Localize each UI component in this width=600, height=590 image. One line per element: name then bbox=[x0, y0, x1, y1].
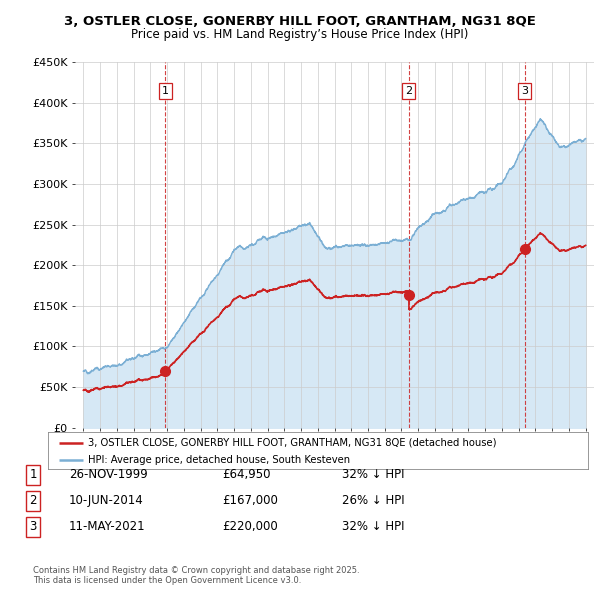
Text: 26% ↓ HPI: 26% ↓ HPI bbox=[342, 494, 404, 507]
Text: 1: 1 bbox=[29, 468, 37, 481]
Text: 32% ↓ HPI: 32% ↓ HPI bbox=[342, 468, 404, 481]
Text: 32% ↓ HPI: 32% ↓ HPI bbox=[342, 520, 404, 533]
Text: 3, OSTLER CLOSE, GONERBY HILL FOOT, GRANTHAM, NG31 8QE: 3, OSTLER CLOSE, GONERBY HILL FOOT, GRAN… bbox=[64, 15, 536, 28]
Text: 2: 2 bbox=[405, 86, 412, 96]
Text: HPI: Average price, detached house, South Kesteven: HPI: Average price, detached house, Sout… bbox=[89, 455, 350, 465]
Text: 3: 3 bbox=[29, 520, 37, 533]
Text: Price paid vs. HM Land Registry’s House Price Index (HPI): Price paid vs. HM Land Registry’s House … bbox=[131, 28, 469, 41]
Text: 11-MAY-2021: 11-MAY-2021 bbox=[69, 520, 146, 533]
Text: 26-NOV-1999: 26-NOV-1999 bbox=[69, 468, 148, 481]
Text: Contains HM Land Registry data © Crown copyright and database right 2025.
This d: Contains HM Land Registry data © Crown c… bbox=[33, 566, 359, 585]
Text: 1: 1 bbox=[162, 86, 169, 96]
Text: 10-JUN-2014: 10-JUN-2014 bbox=[69, 494, 144, 507]
Text: 3: 3 bbox=[521, 86, 528, 96]
Text: 2: 2 bbox=[29, 494, 37, 507]
Text: £220,000: £220,000 bbox=[222, 520, 278, 533]
Text: £64,950: £64,950 bbox=[222, 468, 271, 481]
Text: £167,000: £167,000 bbox=[222, 494, 278, 507]
Text: 3, OSTLER CLOSE, GONERBY HILL FOOT, GRANTHAM, NG31 8QE (detached house): 3, OSTLER CLOSE, GONERBY HILL FOOT, GRAN… bbox=[89, 438, 497, 448]
